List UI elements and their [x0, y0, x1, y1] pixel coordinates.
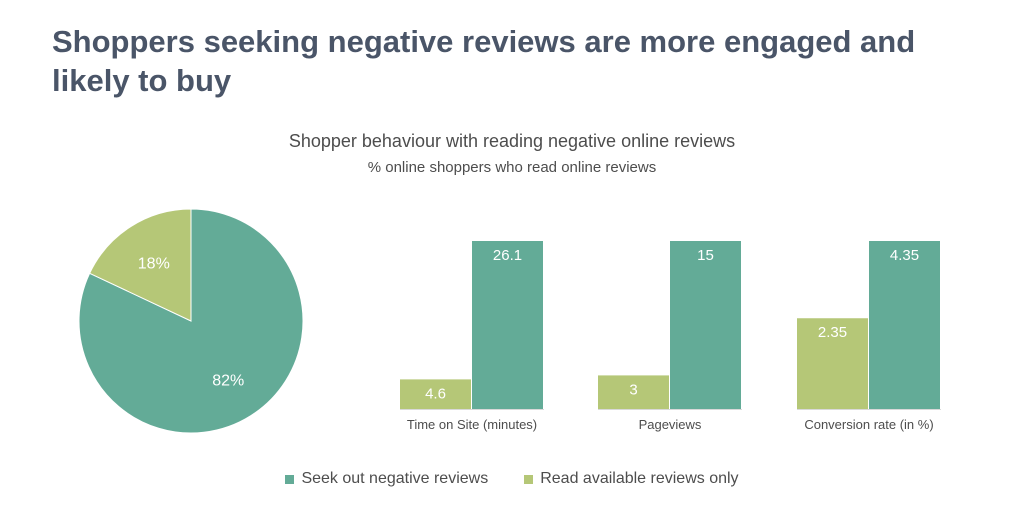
bar-chart: 4.6 26.1 Time on Site (minutes) 3 15 Pageview… — [400, 241, 941, 432]
bar-label-1-0: 3 — [629, 381, 637, 398]
category-label-0: Time on Site (minutes) — [407, 417, 537, 432]
chart-title: Shopper behaviour with reading negative … — [288, 131, 736, 151]
pie-label-1: 18% — [138, 255, 170, 272]
bar-1-1 — [670, 241, 741, 409]
legend: Seek out negative reviews Read available… — [0, 470, 1024, 488]
category-label-1: Pageviews — [639, 417, 702, 432]
legend-label-seek: Seek out negative reviews — [301, 470, 489, 487]
bar-label-2-1: 4.35 — [890, 247, 919, 264]
bar-0-1 — [472, 241, 543, 409]
bar-2-0 — [797, 318, 868, 409]
bar-1-0 — [598, 375, 669, 409]
bar-label-0-0: 4.6 — [425, 385, 446, 402]
legend-item-seek: Seek out negative reviews — [285, 470, 488, 488]
bar-label-2-0: 2.35 — [818, 324, 847, 341]
pie-label-0: 82% — [212, 373, 244, 390]
legend-swatch-read — [524, 474, 534, 484]
headline: Shoppers seeking negative reviews are mo… — [52, 24, 916, 98]
bar-label-1-1: 15 — [697, 247, 714, 264]
bar-label-0-1: 26.1 — [493, 247, 522, 264]
pie-slice-1 — [88, 208, 192, 322]
pie-chart: 82% 18% — [78, 208, 304, 434]
chart-subtitle: % online shoppers who read online review… — [367, 159, 657, 176]
bar-0-0 — [400, 379, 471, 409]
legend-item-read: Read available reviews only — [524, 470, 739, 488]
legend-label-read: Read available reviews only — [540, 470, 739, 487]
legend-swatch-seek — [285, 474, 295, 484]
category-label-2: Conversion rate (in %) — [804, 417, 933, 432]
bar-2-1 — [869, 241, 940, 409]
